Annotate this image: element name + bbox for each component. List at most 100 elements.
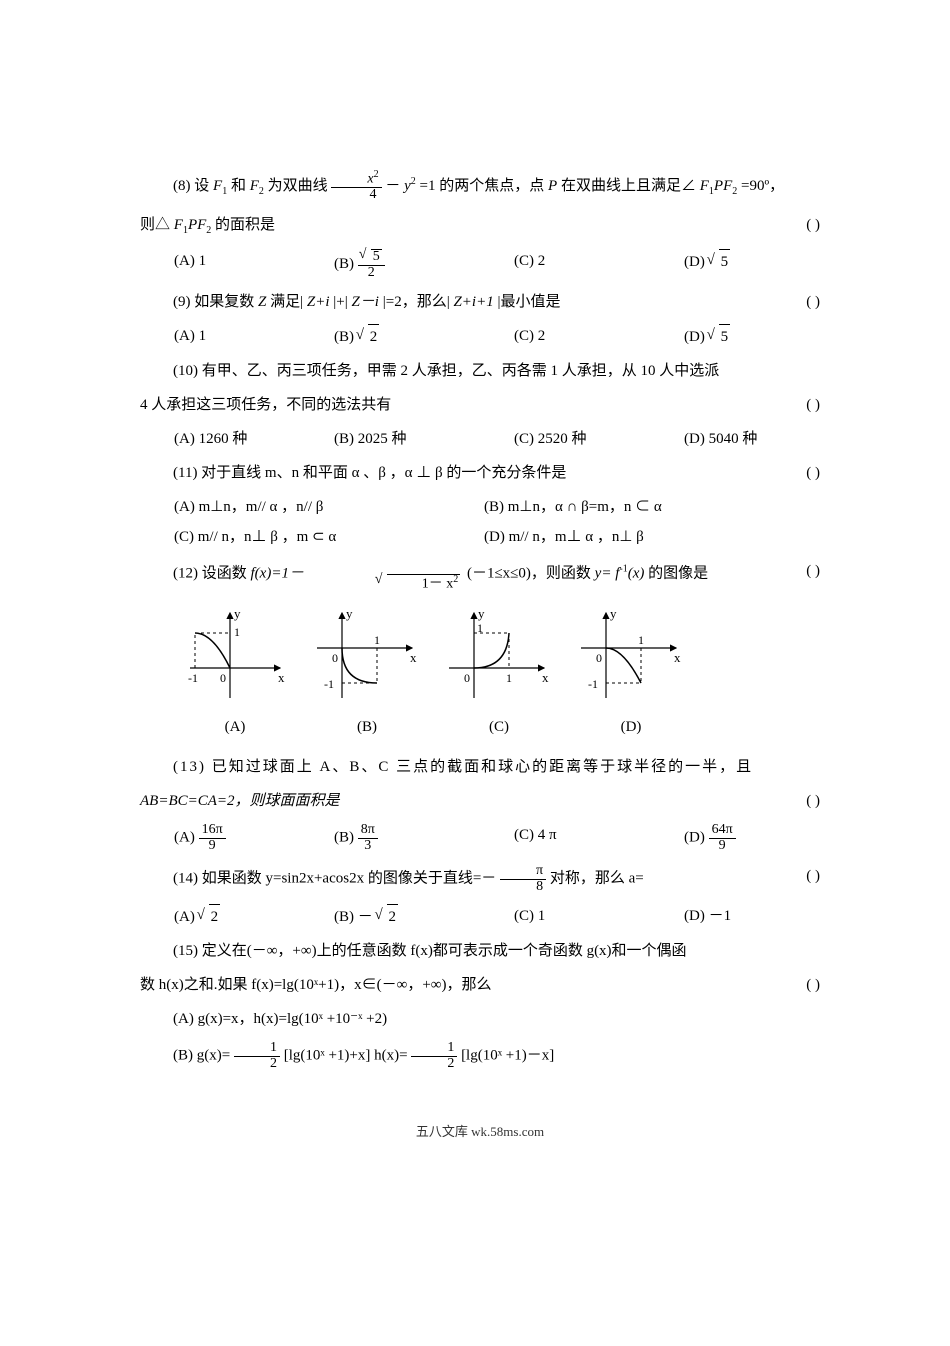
q9-opt-d: (D) 5 — [684, 324, 804, 349]
t: 则△ — [140, 217, 170, 233]
af2: F — [723, 178, 732, 194]
t: 对称，那么 a= — [550, 870, 644, 886]
f2: F — [250, 178, 259, 194]
graph-c-label: (C) — [444, 715, 554, 739]
ad: 9 — [199, 839, 226, 854]
answer-paren: ( ) — [773, 864, 820, 888]
page-footer: 五八文库 wk.58ms.com — [140, 1122, 820, 1143]
q12-graphs: y x 1 -1 0 (A) y x 1 -1 0 (B) — [180, 608, 820, 739]
q9-opt-c: (C) 2 — [514, 324, 684, 349]
page-body: (8) 设 F1 和 F2 为双曲线 x2 4 － y2 =1 的两个焦点，点 … — [0, 0, 950, 1202]
af: F — [700, 178, 709, 194]
q15-line2: 数 h(x)之和.如果 f(x)=lg(10ˣ+1)，x∈(－∞，+∞)，那么 … — [140, 973, 820, 997]
q8-num: (8) — [173, 178, 191, 194]
q9-options: (A) 1 (B) 2 (C) 2 (D) 5 — [174, 324, 820, 349]
bt: [lg(10ˣ +1)－x] — [461, 1048, 554, 1064]
ylabel: y — [346, 606, 353, 621]
answer-paren: ( ) — [773, 559, 820, 583]
t: (9) 如果复数 — [173, 294, 254, 310]
fd: 8 — [500, 880, 546, 895]
ap: (A) — [174, 909, 199, 925]
ylabel: y — [610, 606, 617, 621]
bp: (B) — [334, 256, 358, 272]
q15-opt-a: (A) g(x)=x，h(x)=lg(10ˣ +10⁻ˣ +2) — [140, 1007, 820, 1031]
xlabel: x — [278, 670, 285, 685]
q9-line: (9) 如果复数 Z 满足| Z+i |+| Z－i |=2，那么| Z+i+1… — [140, 290, 820, 314]
t2: 2 — [206, 225, 211, 236]
sqrt-icon: 2 — [358, 324, 380, 349]
graph-b: y x 1 -1 0 (B) — [312, 608, 422, 739]
q14-line: (14) 如果函数 y=sin2x+acos2x 的图像关于直线=－ π8 对称… — [140, 864, 820, 894]
ar: 2 — [209, 904, 221, 929]
q13-opt-d: (D) 64π9 — [684, 823, 804, 853]
t: (12) 设函数 — [173, 566, 247, 582]
q10-opt-a: (A) 1260 种 — [174, 427, 334, 451]
f2s: 2 — [259, 186, 264, 197]
q8-opt-b: (B) 5 2 — [334, 249, 514, 280]
bp: (B) — [334, 830, 358, 846]
graph-a-svg: y x 1 -1 0 — [180, 608, 290, 703]
t: 4 人承担这三项任务，不同的选法共有 — [140, 397, 391, 413]
eqr: =1 — [420, 178, 436, 194]
bd: 3 — [358, 839, 378, 854]
sqrt-icon: 5 — [709, 324, 731, 349]
d1: 2 — [234, 1057, 280, 1072]
zero: 0 — [464, 671, 470, 685]
q8-opt-d: (D) 5 — [684, 249, 804, 280]
q14-opt-b: (B) － 2 — [334, 904, 514, 929]
answer-paren: ( ) — [806, 789, 820, 813]
q11-row2: (C) m// n，n⊥ β ，m ⊂ α (D) m// n，m⊥ α ，n⊥… — [174, 525, 820, 549]
q14-options: (A) 2 (B) － 2 (C) 1 (D) －1 — [174, 904, 820, 929]
an: 16π — [199, 823, 226, 839]
graph-d-svg: y x 1 -1 0 — [576, 608, 686, 703]
zero: 0 — [220, 671, 226, 685]
q14-opt-a: (A) 2 — [174, 904, 334, 929]
y: y= f — [595, 566, 620, 582]
q13-options: (A) 16π9 (B) 8π3 (C) 4 π (D) 64π9 — [174, 823, 820, 853]
one: 1 — [477, 621, 483, 635]
q15-line1: (15) 定义在(－∞，+∞)上的任意函数 f(x)都可表示成一个奇函数 g(x… — [140, 939, 820, 963]
rs: 2 — [453, 574, 458, 585]
dp: (D) — [684, 329, 709, 345]
minus: － — [385, 178, 400, 194]
graph-d-label: (D) — [576, 715, 686, 739]
q15-opt-b: (B) g(x)= 12 [lg(10ˣ +1)+x] h(x)= 12 [lg… — [140, 1041, 820, 1071]
xd: 4 — [331, 188, 381, 203]
t: 的面积是 — [215, 217, 275, 233]
dd: 9 — [709, 839, 736, 854]
dn: 64π — [709, 823, 736, 839]
y: y — [404, 178, 411, 194]
f1: F — [213, 178, 222, 194]
q10-opt-d: (D) 5040 种 — [684, 427, 804, 451]
q11-opt-d: (D) m// n，m⊥ α ，n⊥ β — [484, 525, 794, 549]
ap: P — [714, 178, 723, 194]
xlabel: x — [674, 650, 681, 665]
neg1: -1 — [188, 671, 198, 685]
br: 5 — [371, 249, 382, 265]
q14-opt-c: (C) 1 — [514, 904, 684, 929]
q10-line2: 4 人承担这三项任务，不同的选法共有 ( ) — [140, 393, 820, 417]
deg: =90º， — [741, 178, 784, 194]
a2: 2 — [732, 186, 737, 197]
q13-opt-b: (B) 8π3 — [334, 823, 514, 853]
graph-a-label: (A) — [180, 715, 290, 739]
q10-line1: (10) 有甲、乙、丙三项任务，甲需 2 人承担，乙、丙各需 1 人承担，从 1… — [140, 359, 820, 383]
ri: 1－ x — [422, 577, 454, 592]
ys: 2 — [411, 176, 416, 187]
tf2: F — [197, 217, 206, 233]
bp: (B) － — [334, 909, 373, 925]
h2: 1 — [411, 1041, 457, 1057]
t: (11) 对于直线 m、n 和平面 α 、β ，α ⊥ β 的一个充分条件是 — [173, 465, 566, 481]
br: 2 — [387, 904, 399, 929]
sqrt-icon: 2 — [199, 904, 221, 929]
q13-opt-a: (A) 16π9 — [174, 823, 334, 853]
bp: (B) g(x)= — [173, 1048, 230, 1064]
sqrt-icon: 5 — [709, 249, 731, 274]
dp: (D) — [684, 830, 709, 846]
t: 设 — [194, 178, 209, 194]
one2: 1 — [506, 671, 512, 685]
dp: (D) — [684, 254, 709, 270]
t: 在双曲线上且满足∠ — [561, 178, 696, 194]
answer-paren: ( ) — [806, 393, 820, 417]
t: |最小值是 — [497, 294, 560, 310]
